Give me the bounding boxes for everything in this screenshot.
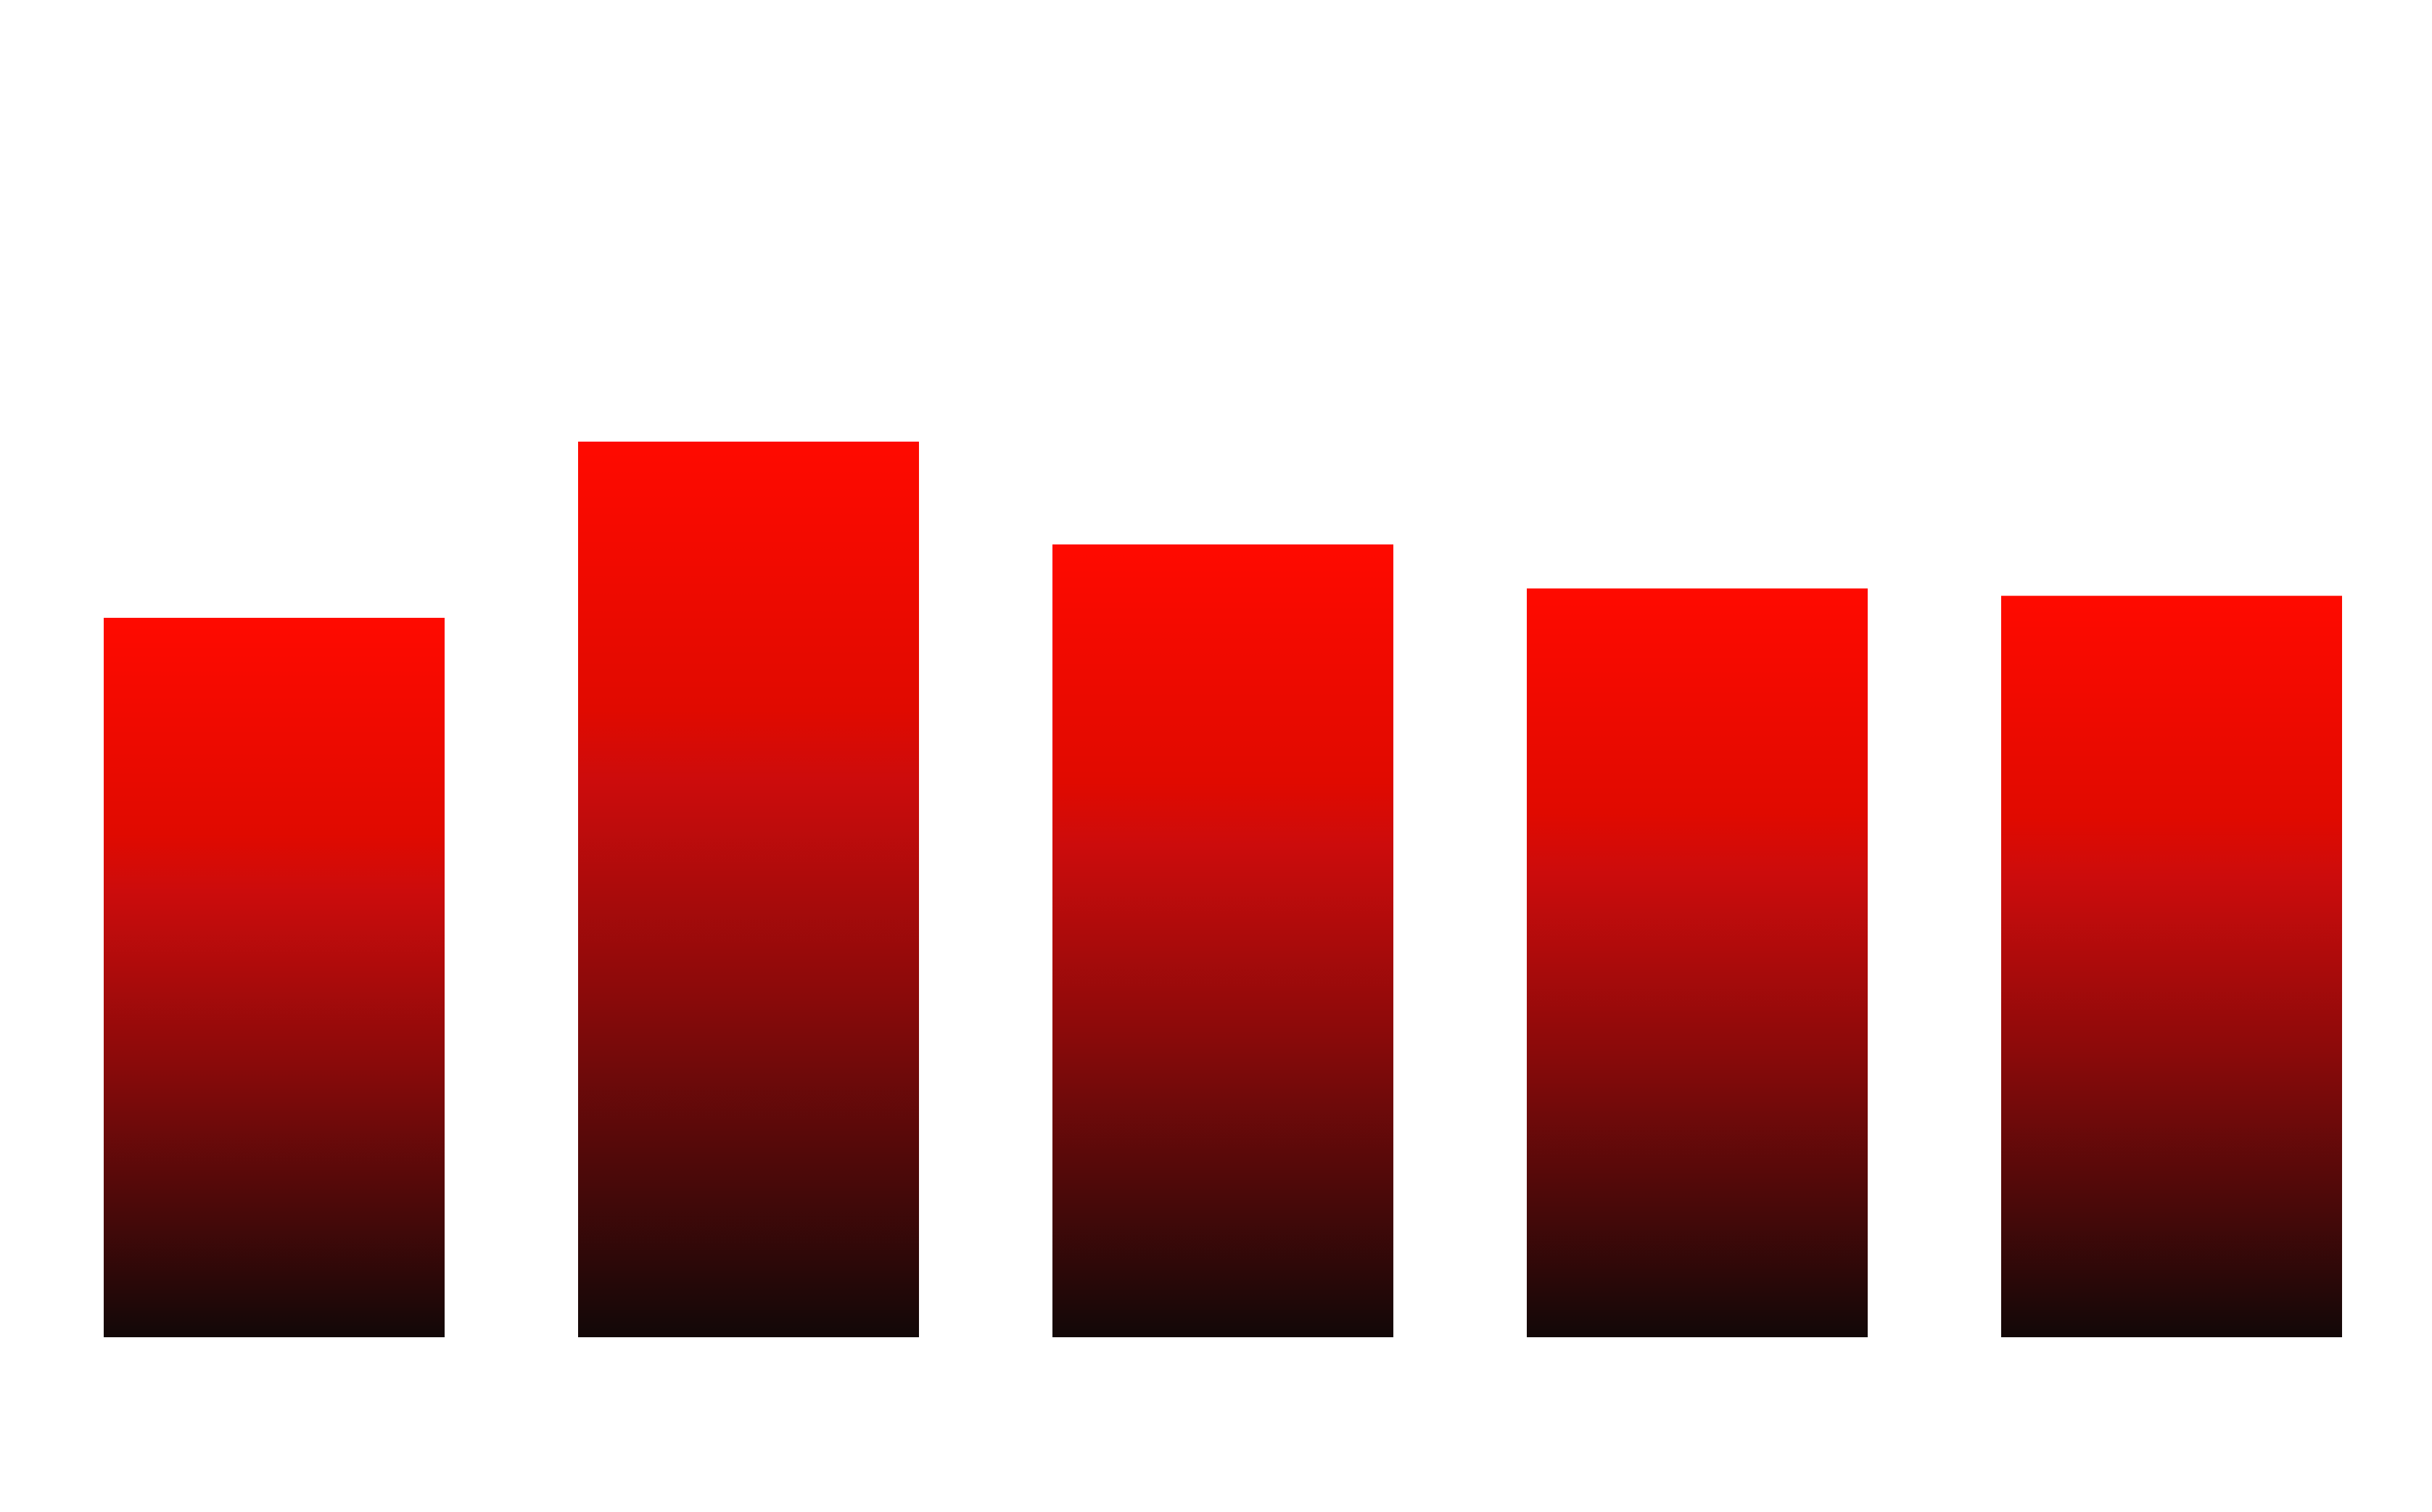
bar-3: [1052, 544, 1393, 1337]
bar-4: [1527, 588, 1868, 1338]
bar-2: [578, 442, 919, 1337]
bar-1: [104, 617, 445, 1337]
bars-layer: [104, 442, 2342, 1338]
bar-5: [2001, 595, 2342, 1337]
